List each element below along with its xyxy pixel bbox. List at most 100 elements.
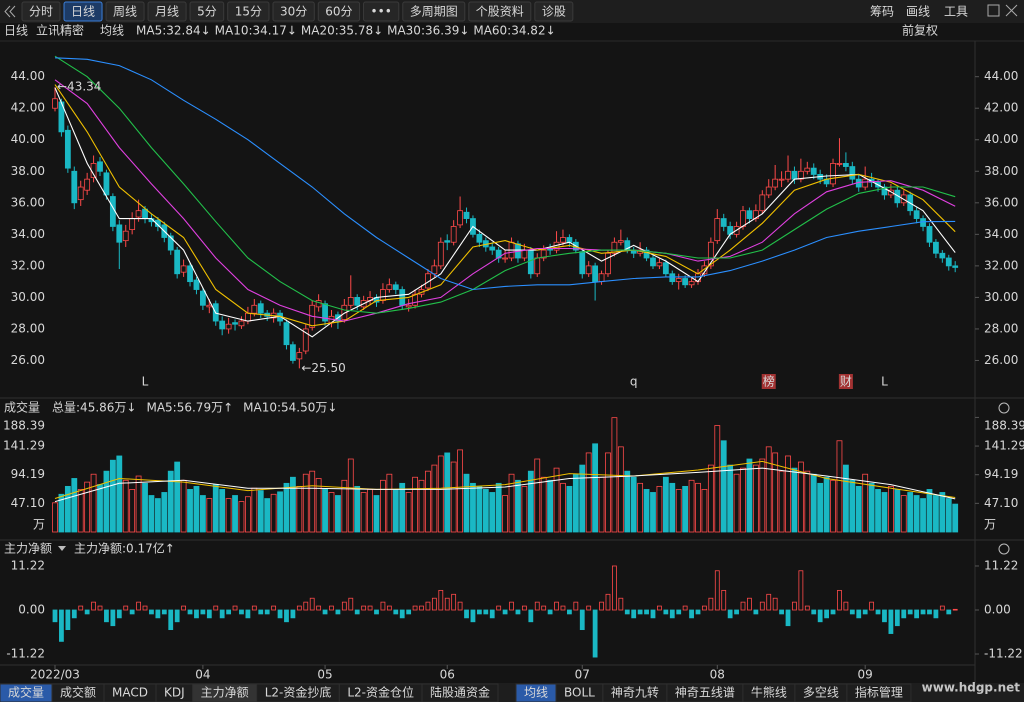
netflow-bar <box>187 609 193 615</box>
bottom-tab[interactable]: 牛熊线 <box>751 685 787 700</box>
netflow-bar <box>464 609 469 619</box>
volume-bar <box>727 464 734 533</box>
netflow-bar <box>702 605 707 611</box>
candle-body <box>849 166 856 180</box>
window-icon[interactable] <box>987 4 1000 17</box>
candle-body <box>450 226 457 243</box>
netflow-bar <box>573 601 579 611</box>
chart-marker[interactable]: L <box>881 375 888 389</box>
legend-entry: MA20:35.78 <box>301 24 373 38</box>
bottom-tab[interactable]: 指标管理 <box>855 685 903 700</box>
netflow-bar <box>882 609 887 623</box>
netflow-bar <box>811 609 817 615</box>
y-tick-label: 38.00 <box>11 164 45 178</box>
bottom-tab[interactable]: 主力净额 <box>201 686 249 700</box>
candle-body <box>380 289 386 301</box>
volume-bar <box>335 495 341 533</box>
candle-body <box>740 210 746 227</box>
bottom-tab[interactable]: 多空线 <box>803 686 839 700</box>
candle-body <box>521 249 528 259</box>
toolbar-button[interactable]: 周线 <box>113 5 137 19</box>
bottom-tab[interactable]: BOLL <box>564 686 595 700</box>
netflow-bar <box>708 597 714 611</box>
volume-bar <box>804 470 811 533</box>
y-tick-label: 38.00 <box>984 164 1018 178</box>
netflow-bar <box>618 597 624 611</box>
y-tick-label: 32.00 <box>984 258 1018 272</box>
bottom-tab[interactable]: 均线 <box>524 686 548 700</box>
close-panel-icon[interactable] <box>998 543 1010 555</box>
close-panel-icon[interactable] <box>998 402 1010 414</box>
candle-body <box>714 218 721 242</box>
close-icon[interactable] <box>1005 4 1018 17</box>
toolbar-button[interactable]: 多周期图 <box>410 5 458 19</box>
bottom-tab[interactable]: 陆股通资金 <box>430 685 490 700</box>
ma-line <box>54 87 956 338</box>
bottom-tab[interactable]: 成交量 <box>8 685 44 700</box>
toolbar-button[interactable]: 个股资料 <box>476 5 524 19</box>
bottom-tab[interactable]: 神奇五线谱 <box>675 686 735 700</box>
netflow-bar <box>817 609 823 623</box>
netflow-bar <box>290 609 296 619</box>
toolbar-button[interactable]: 画线 <box>906 5 930 19</box>
volume-bar <box>952 503 959 533</box>
x-tick-label: 04 <box>195 668 210 682</box>
volume-bar <box>470 482 476 533</box>
ma-line <box>54 79 956 322</box>
toolbar-button[interactable]: 5分 <box>197 5 217 19</box>
bottom-tab[interactable]: L2-资金抄底 <box>265 685 332 700</box>
bottom-tab[interactable]: L2-资金仓位 <box>347 685 414 700</box>
collapse-icon[interactable] <box>4 5 16 18</box>
toolbar-button[interactable]: 60分 <box>325 5 352 19</box>
volume-bar <box>572 473 579 533</box>
netflow-bar <box>322 609 328 615</box>
candle-body <box>296 352 303 360</box>
panel-header: 主力净额:0.17亿 <box>74 541 165 556</box>
toolbar-button-frame <box>63 1 103 22</box>
candle-body <box>810 167 817 175</box>
panel-header[interactable]: 主力净额 <box>4 542 52 556</box>
toolbar-button[interactable]: 筹码 <box>870 5 894 19</box>
volume-bar <box>187 489 193 533</box>
toolbar-button[interactable]: 日线 <box>71 5 95 19</box>
netflow-bar <box>586 605 592 611</box>
netflow-bar <box>354 609 360 615</box>
netflow-bar <box>483 609 489 615</box>
adjust-mode[interactable]: 前复权 <box>902 23 938 38</box>
netflow-bar <box>361 605 367 611</box>
x-tick-label: 05 <box>317 668 332 682</box>
volume-bar <box>431 464 438 533</box>
y-tick-label: 44.00 <box>984 69 1018 83</box>
y-tick-label: 28.00 <box>11 321 45 335</box>
chart-marker[interactable]: L <box>142 375 149 389</box>
netflow-bar <box>489 609 495 619</box>
toolbar-button[interactable]: 分时 <box>29 5 53 19</box>
toolbar-button[interactable]: 工具 <box>944 5 968 19</box>
volume-bar <box>772 452 779 533</box>
netflow-bar <box>560 605 566 611</box>
netflow-bar <box>920 609 926 615</box>
netflow-bar <box>316 605 322 611</box>
toolbar-button[interactable]: ••• <box>371 5 392 19</box>
netflow-bar <box>341 601 347 611</box>
bottom-tab[interactable]: KDJ <box>164 686 185 700</box>
toolbar-button[interactable]: 诊股 <box>542 5 566 19</box>
volume-bar <box>797 461 804 533</box>
bottom-tab-frame <box>421 683 499 702</box>
candle-body <box>322 303 328 322</box>
bottom-tab[interactable]: 神奇九转 <box>611 685 659 700</box>
toolbar-button-frame <box>105 1 145 22</box>
toolbar-button[interactable]: 15分 <box>235 5 262 19</box>
bottom-tab[interactable]: MACD <box>112 686 148 700</box>
y-tick-label: 26.00 <box>984 353 1018 367</box>
bottom-tab[interactable]: 成交额 <box>60 685 96 700</box>
netflow-bar <box>837 589 842 611</box>
toolbar-button[interactable]: 月线 <box>155 5 179 19</box>
netflow-bar <box>110 609 116 627</box>
toolbar-button[interactable]: 30分 <box>280 5 307 19</box>
chart-marker[interactable]: 财 <box>840 375 852 389</box>
volume-bar <box>264 498 271 533</box>
chart-marker[interactable]: 榜 <box>763 374 775 389</box>
chart-marker[interactable]: q <box>630 375 638 389</box>
candle-body <box>566 237 573 243</box>
